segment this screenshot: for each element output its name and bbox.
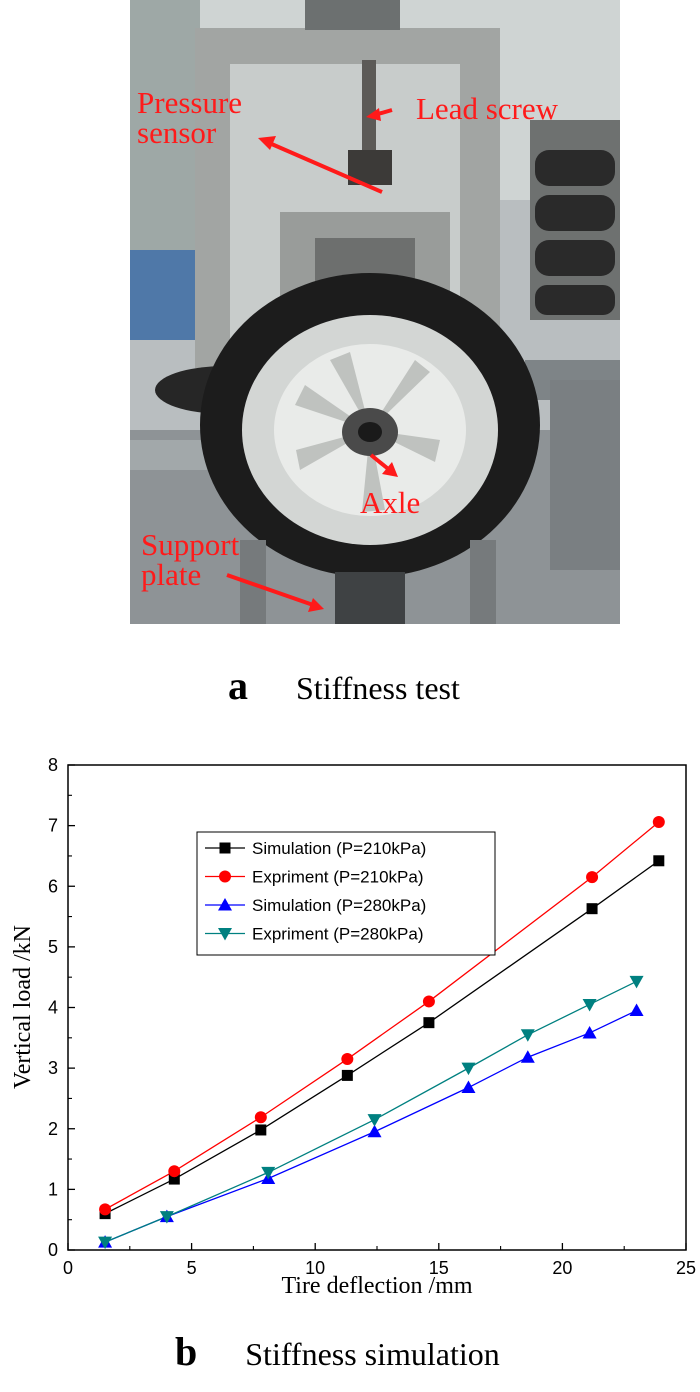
axle-label: Axle [360, 485, 421, 520]
data-point-series-3 [582, 1025, 597, 1039]
data-point-series-4 [629, 975, 644, 989]
data-point-series-4 [98, 1236, 113, 1250]
support-plate-label: Support plate [141, 527, 240, 592]
data-point-series-1 [168, 1173, 180, 1185]
legend-marker [219, 842, 231, 854]
x-tick-label: 20 [552, 1258, 572, 1278]
legend-label: Simulation (P=210kPa) [252, 839, 426, 858]
panel-b-title: Stiffness simulation [245, 1336, 500, 1372]
legend-marker [218, 898, 232, 911]
panel-b-letter: b [175, 1329, 198, 1374]
legend-label: Expriment (P=210kPa) [252, 868, 424, 887]
panel-a-title: Stiffness test [296, 670, 460, 706]
x-tick-label: 0 [63, 1258, 73, 1278]
data-point-series-2 [99, 1203, 112, 1216]
y-tick-label: 7 [48, 816, 58, 836]
data-point-series-3 [520, 1050, 535, 1063]
y-tick-label: 6 [48, 876, 58, 896]
y-tick-label: 2 [48, 1119, 58, 1139]
data-point-series-4 [367, 1114, 382, 1127]
data-point-series-4 [520, 1029, 535, 1042]
axis-ticks: 0 5 10 15 20 25 0 1 2 3 4 5 6 7 8 [48, 755, 696, 1278]
data-point-series-1 [423, 1017, 435, 1029]
legend-marker [219, 870, 231, 883]
series-markers [98, 815, 665, 1250]
y-tick-label: 3 [48, 1058, 58, 1078]
data-point-series-1 [255, 1124, 267, 1136]
x-tick-label: 25 [676, 1258, 696, 1278]
pressure-sensor-label: Pressure sensor [137, 85, 243, 150]
data-point-series-3 [367, 1124, 382, 1138]
x-tick-label: 10 [305, 1258, 325, 1278]
lead-screw-label: Lead screw [416, 91, 558, 126]
y-tick-label: 0 [48, 1240, 58, 1260]
data-point-series-1 [653, 855, 665, 867]
data-point-series-2 [586, 871, 599, 884]
legend: Simulation (P=210kPa) Expriment (P=210kPa… [196, 831, 496, 956]
data-point-series-4 [261, 1166, 276, 1180]
data-point-series-2 [254, 1111, 267, 1124]
data-point-series-3 [461, 1080, 476, 1094]
y-tick-label: 4 [48, 998, 58, 1018]
y-tick-label: 5 [48, 937, 58, 957]
data-point-series-4 [582, 998, 597, 1012]
data-point-series-2 [652, 815, 665, 828]
data-point-series-2 [168, 1165, 181, 1178]
data-point-series-2 [341, 1053, 354, 1066]
legend-label: Expriment (P=280kPa) [252, 925, 424, 944]
legend-box [196, 831, 496, 956]
data-point-series-3 [629, 1003, 644, 1017]
x-tick-label: 15 [429, 1258, 449, 1278]
panel-a-letter: a [228, 663, 248, 708]
series-line-4 [104, 980, 637, 1243]
y-tick-label: 8 [48, 755, 58, 775]
data-point-series-1 [586, 903, 598, 915]
series-line-3 [104, 1009, 637, 1243]
stiffness-test-photo [130, 0, 620, 624]
panel-b-caption: b Stiffness simulation [175, 1328, 500, 1375]
data-point-series-2 [422, 995, 435, 1008]
x-axis-label: Tire deflection /mm [281, 1273, 472, 1299]
panel-a-caption: a Stiffness test [228, 662, 460, 709]
data-point-series-1 [341, 1069, 353, 1081]
data-point-series-4 [461, 1062, 476, 1076]
x-tick-label: 5 [187, 1258, 197, 1278]
legend-marker [218, 928, 232, 941]
legend-label: Simulation (P=280kPa) [252, 896, 426, 915]
y-tick-label: 1 [48, 1179, 58, 1199]
data-point-series-4 [159, 1211, 174, 1224]
y-axis-label: Vertical load /kN [10, 925, 36, 1089]
